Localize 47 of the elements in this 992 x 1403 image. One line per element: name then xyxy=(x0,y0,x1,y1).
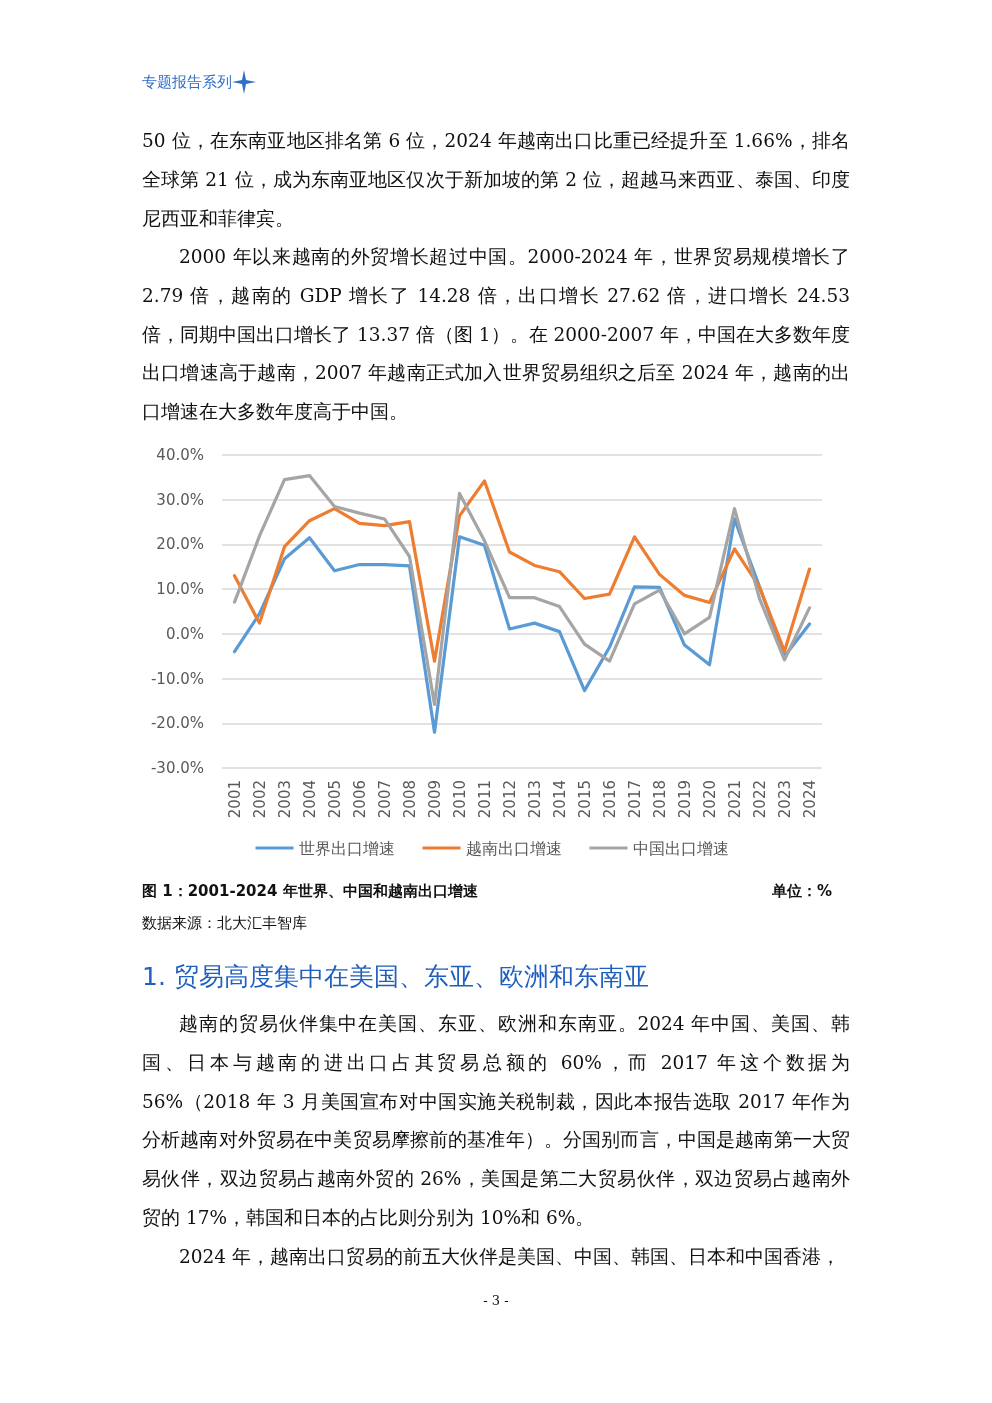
x-tick-label: 2007 xyxy=(375,780,394,819)
text: 50 位，在东南亚地区排名第 6 位，2024 年越南出口比重已经提升至 1.66%，排名全球第 21 位，成为东南亚地区仅次于新加坡的第 2 位，超越马来西亚、泰国、印度尼西亚和菲律宾。 xyxy=(142,129,850,231)
text: 2000 年以来越南的外贸增长超过中国。2000-2024 年，世界贸易规模增长了 2.79 倍，越南的 GDP 增长了 14.28 倍，出口增长 27.62 倍，进口增长 24.53 倍，同期中国出口增长了 13.37 倍（图 1）。在 2000-2007 年，中国在大多数年度出口增速高于越南，2007 年越南正式加入世界贸易组织之后至 2024 年，越南的出口增速在大多数年度高于中国。 xyxy=(142,245,850,425)
text: 1. 贸易高度集中在美国、东亚、欧洲和东南亚 xyxy=(142,961,649,993)
source-note: 数据来源：北大汇丰智库 xyxy=(142,914,307,933)
x-tick-label: 2003 xyxy=(275,780,294,819)
y-tick-label: -20.0% xyxy=(150,714,204,733)
y-tick-label: 40.0% xyxy=(156,446,204,464)
y-tick-label: -30.0% xyxy=(150,759,204,777)
x-tick-label: 2023 xyxy=(775,780,794,819)
legend-label: 世界出口增速 xyxy=(298,838,395,858)
legend-label: 中国出口增速 xyxy=(632,838,729,858)
x-tick-label: 2016 xyxy=(600,780,619,819)
x-tick-label: 2014 xyxy=(550,780,569,819)
y-tick-label: 30.0% xyxy=(156,490,204,509)
x-tick-label: 2017 xyxy=(625,780,644,819)
y-tick-label: 0.0% xyxy=(165,624,204,643)
legend-label: 越南出口增速 xyxy=(465,838,562,858)
text: 单位：% xyxy=(771,882,832,901)
x-tick-label: 2002 xyxy=(250,780,269,819)
x-tick-label: 2004 xyxy=(300,780,319,819)
x-tick-label: 2010 xyxy=(450,780,469,819)
text: - 3 - xyxy=(482,1293,510,1308)
text: 2024 年，越南出口贸易的前五大伙伴是美国、中国、韩国、日本和中国香港， xyxy=(178,1245,841,1269)
x-tick-label: 2005 xyxy=(325,780,344,819)
x-tick-label: 2021 xyxy=(725,780,744,819)
text: 专题报告系列 xyxy=(142,72,232,92)
x-tick-label: 2015 xyxy=(575,780,594,819)
x-tick-label: 2013 xyxy=(525,780,544,819)
text: 图 1：2001-2024 年世界、中国和越南出口增速 xyxy=(142,882,478,900)
x-tick-label: 2011 xyxy=(475,780,494,819)
line-series xyxy=(232,479,812,663)
y-tick-label: -10.0% xyxy=(150,669,204,688)
x-tick-label: 2020 xyxy=(700,780,719,819)
y-tick-label: 10.0% xyxy=(156,580,204,599)
x-tick-label: 2009 xyxy=(425,780,444,819)
y-tick-label: 20.0% xyxy=(156,535,204,554)
x-tick-label: 2008 xyxy=(400,780,419,819)
x-tick-label: 2006 xyxy=(350,780,369,819)
text: 越南的贸易伙伴集中在美国、东亚、欧洲和东南亚。2024 年中国、美国、韩国、日本与越南的进出口占其贸易总额的 60%，而 2017 年这个数据为 56%（2018 年 3 月美国宣布对中国实施关税制裁，因此本报告选取 2017 年作为分析越南对外贸易在中美贸易摩擦前的基准年）。分国别而言，中国是越南第一大贸易伙伴，双边贸易占越南外贸的 26%，美国是第二大贸易伙伴，双边贸易占越南外贸的 17%，韩国和日本的占比则分别为 10%和 6%。 xyxy=(142,1012,850,1230)
line-series xyxy=(232,473,812,707)
x-tick-label: 2012 xyxy=(500,780,519,819)
x-tick-label: 2022 xyxy=(750,780,769,819)
x-tick-label: 2019 xyxy=(675,780,694,819)
x-tick-label: 2001 xyxy=(225,780,244,819)
x-tick-label: 2024 xyxy=(800,780,819,819)
x-tick-label: 2018 xyxy=(650,780,669,819)
